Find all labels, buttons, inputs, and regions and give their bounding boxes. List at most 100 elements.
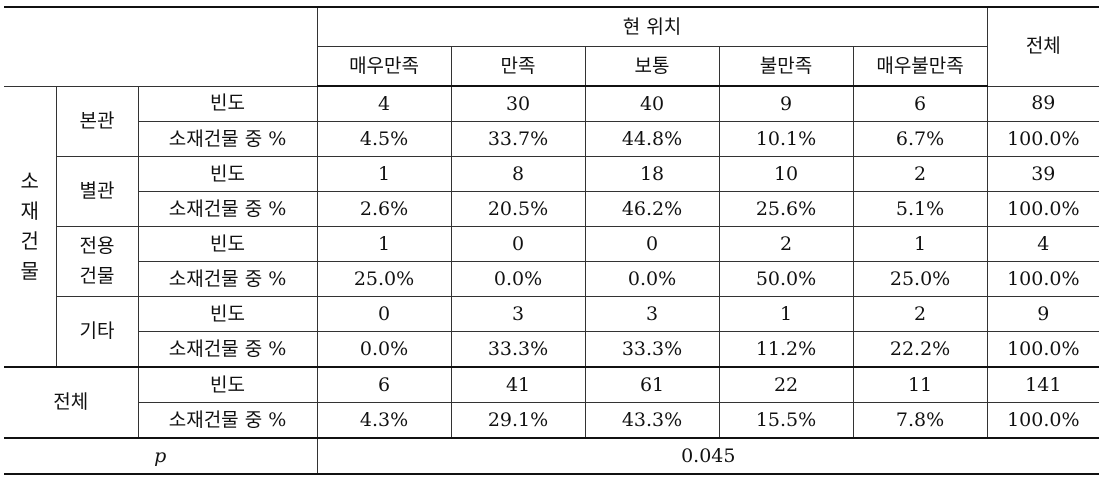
group-name: 기타 bbox=[55, 296, 139, 368]
table-cell: 41 bbox=[450, 366, 586, 403]
measure-label: 빈도 bbox=[137, 366, 318, 403]
table-cell: 2 bbox=[852, 296, 988, 332]
header-row-top: 현 위치 전체 bbox=[4, 6, 1100, 87]
table-cell-total: 100.0% bbox=[986, 331, 1100, 368]
table-cell: 4 bbox=[316, 85, 452, 122]
table-cell: 0.0% bbox=[316, 331, 452, 368]
table-cell: 4.3% bbox=[316, 402, 452, 439]
column-header: 매우불만족 bbox=[852, 46, 988, 87]
table-cell: 30 bbox=[450, 85, 586, 122]
table-cell: 11 bbox=[852, 366, 988, 403]
measure-label: 빈도 bbox=[137, 226, 318, 262]
table-cell: 9 bbox=[718, 85, 854, 122]
row-group-label-char: 물 bbox=[20, 259, 39, 284]
measure-label: 빈도 bbox=[137, 296, 318, 332]
table-cell: 40 bbox=[584, 85, 720, 122]
p-value-row: p 0.045 bbox=[4, 437, 1100, 475]
table-row: 기타 빈도 0 3 3 1 2 9 bbox=[4, 296, 1100, 368]
table-cell: 15.5% bbox=[718, 402, 854, 439]
table-cell: 2 bbox=[852, 156, 988, 192]
table-cell: 0 bbox=[316, 296, 452, 332]
table-row: 소재건물 중 % 0.0% 33.3% 33.3% 11.2% 22.2% 10… bbox=[4, 331, 1100, 368]
measure-label: 소재건물 중 % bbox=[137, 402, 318, 439]
table-cell: 7.8% bbox=[852, 402, 988, 439]
row-group-label-char: 소 bbox=[20, 169, 39, 194]
table-cell: 6 bbox=[852, 85, 988, 122]
row-group-label-char: 건 bbox=[20, 229, 39, 254]
table-cell-total: 9 bbox=[986, 296, 1100, 332]
table-cell: 33.3% bbox=[584, 331, 720, 368]
measure-label: 소재건물 중 % bbox=[137, 191, 318, 227]
column-group-header: 현 위치 bbox=[316, 6, 988, 47]
table-cell: 0.0% bbox=[450, 261, 586, 297]
p-value-label: p bbox=[4, 437, 318, 475]
table-cell: 25.0% bbox=[852, 261, 988, 297]
total-row: 전체 빈도 6 41 61 22 11 141 bbox=[4, 366, 1100, 439]
measure-label: 빈도 bbox=[137, 156, 318, 192]
measure-label: 빈도 bbox=[137, 85, 318, 122]
table-cell: 0 bbox=[450, 226, 586, 262]
table-cell: 3 bbox=[450, 296, 586, 332]
table-cell: 22.2% bbox=[852, 331, 988, 368]
table-cell: 1 bbox=[316, 156, 452, 192]
table-cell-total: 100.0% bbox=[986, 402, 1100, 439]
p-value: 0.045 bbox=[316, 437, 1100, 475]
group-name: 전용 건물 bbox=[55, 226, 139, 297]
column-header: 매우만족 bbox=[316, 46, 452, 87]
table-cell: 8 bbox=[450, 156, 586, 192]
table-cell-total: 39 bbox=[986, 156, 1100, 192]
total-column-header: 전체 bbox=[986, 6, 1100, 87]
table-cell: 61 bbox=[584, 366, 720, 403]
table-cell: 25.6% bbox=[718, 191, 854, 227]
row-group-label-char: 재 bbox=[20, 199, 39, 224]
table-cell: 43.3% bbox=[584, 402, 720, 439]
table-cell-total: 141 bbox=[986, 366, 1100, 403]
table-cell: 46.2% bbox=[584, 191, 720, 227]
group-name-line: 건물 bbox=[79, 264, 115, 287]
table-cell: 0 bbox=[584, 226, 720, 262]
group-name: 별관 bbox=[55, 156, 139, 227]
group-name: 본관 bbox=[55, 85, 139, 157]
table-cell: 3 bbox=[584, 296, 720, 332]
measure-label: 소재건물 중 % bbox=[137, 331, 318, 368]
table-cell: 4.5% bbox=[316, 121, 452, 157]
column-header: 불만족 bbox=[718, 46, 854, 87]
table-cell-total: 4 bbox=[986, 226, 1100, 262]
table-cell: 6.7% bbox=[852, 121, 988, 157]
crosstab-table: 현 위치 전체 매우만족 만족 보통 불만족 매우불만족 소 재 건 물 본관 … bbox=[4, 6, 1100, 475]
table-cell: 1 bbox=[718, 296, 854, 332]
table-cell-total: 100.0% bbox=[986, 191, 1100, 227]
total-row-label: 전체 bbox=[4, 366, 139, 439]
table-cell: 10 bbox=[718, 156, 854, 192]
table-cell: 5.1% bbox=[852, 191, 988, 227]
table-cell: 2.6% bbox=[316, 191, 452, 227]
table-cell-total: 100.0% bbox=[986, 261, 1100, 297]
measure-label: 소재건물 중 % bbox=[137, 121, 318, 157]
table-cell: 33.7% bbox=[450, 121, 586, 157]
table-cell-total: 100.0% bbox=[986, 121, 1100, 157]
table-cell: 1 bbox=[852, 226, 988, 262]
table-cell-total: 89 bbox=[986, 85, 1100, 122]
table-cell: 2 bbox=[718, 226, 854, 262]
table-row: 별관 빈도 1 8 18 10 2 39 bbox=[4, 156, 1100, 227]
table-cell: 25.0% bbox=[316, 261, 452, 297]
table-cell: 33.3% bbox=[450, 331, 586, 368]
column-header: 만족 bbox=[450, 46, 586, 87]
table-row: 소재건물 중 % 2.6% 20.5% 46.2% 25.6% 5.1% 100… bbox=[4, 191, 1100, 227]
measure-label: 소재건물 중 % bbox=[137, 261, 318, 297]
table-cell: 20.5% bbox=[450, 191, 586, 227]
table-cell: 0.0% bbox=[584, 261, 720, 297]
table-cell: 22 bbox=[718, 366, 854, 403]
total-row: 소재건물 중 % 4.3% 29.1% 43.3% 15.5% 7.8% 100… bbox=[4, 402, 1100, 439]
table-row: 소재건물 중 % 4.5% 33.7% 44.8% 10.1% 6.7% 100… bbox=[4, 121, 1100, 157]
table-cell: 50.0% bbox=[718, 261, 854, 297]
table-cell: 1 bbox=[316, 226, 452, 262]
table-cell: 11.2% bbox=[718, 331, 854, 368]
header-corner-cell bbox=[4, 6, 318, 87]
table-row: 전용 건물 빈도 1 0 0 2 1 4 bbox=[4, 226, 1100, 297]
column-header: 보통 bbox=[584, 46, 720, 87]
table-cell: 6 bbox=[316, 366, 452, 403]
table-row: 소 재 건 물 본관 빈도 4 30 40 9 6 89 bbox=[4, 85, 1100, 368]
group-name-line: 전용 bbox=[79, 235, 115, 258]
table-cell: 18 bbox=[584, 156, 720, 192]
